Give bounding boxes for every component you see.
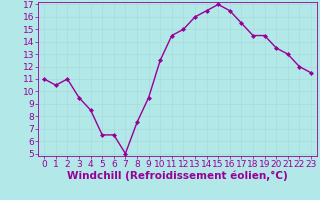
X-axis label: Windchill (Refroidissement éolien,°C): Windchill (Refroidissement éolien,°C): [67, 171, 288, 181]
